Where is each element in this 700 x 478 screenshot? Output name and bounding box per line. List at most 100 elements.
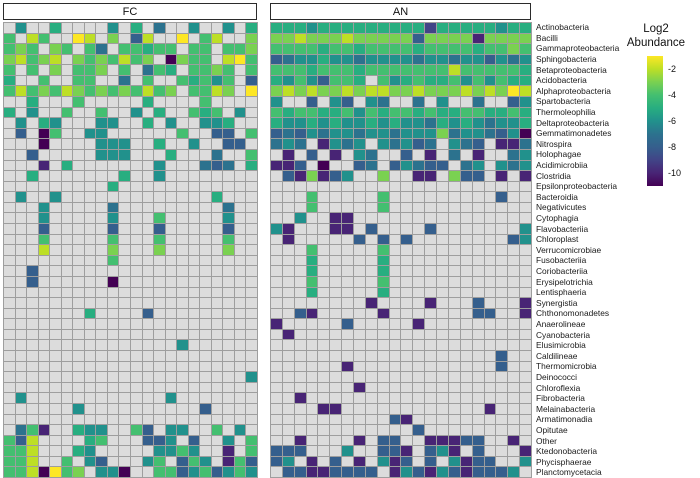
heatmap-cell — [223, 160, 234, 171]
heatmap-cell — [306, 340, 318, 351]
heatmap-cell — [177, 149, 188, 160]
heatmap-cell — [460, 65, 472, 75]
heatmap-cell — [211, 361, 223, 372]
heatmap-cell — [142, 372, 154, 382]
heatmap-cell — [437, 393, 448, 403]
heatmap-cell — [508, 245, 520, 255]
heatmap-cell — [84, 393, 96, 403]
heatmap-cell — [520, 276, 531, 287]
heatmap-cell — [484, 382, 496, 393]
heatmap-cell — [365, 425, 377, 435]
heatmap-cell — [448, 276, 460, 287]
heatmap-cell — [365, 171, 377, 181]
heatmap-cell — [15, 139, 27, 149]
heatmap-cell — [27, 234, 38, 245]
heatmap-cell — [38, 33, 50, 44]
heatmap-cell — [425, 425, 437, 435]
heatmap-cell — [472, 403, 484, 414]
heatmap-cell — [119, 308, 130, 319]
heatmap-cell — [377, 202, 389, 213]
heatmap-cell — [73, 86, 84, 97]
heatmap-cell — [282, 86, 294, 97]
heatmap-cell — [211, 393, 223, 403]
heatmap-cell — [389, 160, 401, 171]
heatmap-cell — [413, 287, 425, 298]
heatmap-cell — [27, 192, 38, 202]
heatmap-cell — [472, 361, 484, 372]
heatmap-cell — [318, 224, 330, 234]
heatmap-cell — [520, 255, 531, 266]
heatmap-cell — [73, 446, 84, 456]
heatmap-cell — [318, 54, 330, 65]
heatmap-cell — [448, 139, 460, 149]
heatmap-cell — [61, 107, 73, 118]
heatmap-cell — [508, 44, 520, 54]
heatmap-cell — [200, 446, 211, 456]
heatmap-cell — [107, 351, 119, 361]
heatmap-cell — [448, 245, 460, 255]
heatmap-cell — [425, 329, 437, 340]
heatmap-cell — [188, 414, 200, 425]
heatmap-cell — [271, 139, 282, 149]
heatmap-cell — [330, 393, 342, 403]
heatmap-cell — [234, 224, 246, 234]
heatmap-cell — [377, 65, 389, 75]
heatmap-cell — [472, 329, 484, 340]
heatmap-cell — [282, 75, 294, 86]
heatmap-cell — [460, 245, 472, 255]
heatmap-cell — [84, 382, 96, 393]
heatmap-cell — [38, 23, 50, 33]
heatmap-cell — [142, 86, 154, 97]
heatmap-cell — [223, 329, 234, 340]
heatmap-cell — [188, 403, 200, 414]
heatmap-cell — [211, 171, 223, 181]
heatmap-cell — [413, 86, 425, 97]
heatmap-cell — [271, 171, 282, 181]
heatmap-cell — [330, 446, 342, 456]
heatmap-cell — [401, 160, 413, 171]
heatmap-cell — [342, 393, 354, 403]
heatmap-cell — [177, 118, 188, 128]
heatmap-cell — [282, 393, 294, 403]
heatmap-cell — [188, 54, 200, 65]
heatmap-cell — [282, 329, 294, 340]
heatmap-cell — [188, 245, 200, 255]
heatmap-cell — [306, 65, 318, 75]
heatmap-cell — [460, 234, 472, 245]
heatmap-cell — [38, 351, 50, 361]
heatmap-cell — [154, 118, 165, 128]
row-label: Elusimicrobia — [536, 340, 586, 351]
heatmap-cell — [131, 54, 142, 65]
heatmap-cell — [282, 97, 294, 107]
heatmap-cell — [200, 245, 211, 255]
heatmap-cell — [27, 329, 38, 340]
heatmap-cell — [188, 298, 200, 308]
heatmap-cell — [306, 361, 318, 372]
heatmap-cell — [520, 118, 531, 128]
heatmap-cell — [496, 33, 508, 44]
heatmap-cell — [365, 128, 377, 139]
heatmap-cell — [165, 382, 177, 393]
heatmap-cell — [401, 298, 413, 308]
heatmap-cell — [38, 245, 50, 255]
heatmap-cell — [496, 107, 508, 118]
heatmap-cell — [119, 456, 130, 467]
heatmap-cell — [73, 65, 84, 75]
heatmap-cell — [50, 65, 61, 75]
heatmap-cell — [389, 266, 401, 276]
heatmap-cell — [306, 425, 318, 435]
heatmap-cell — [472, 171, 484, 181]
heatmap-cell — [318, 202, 330, 213]
heatmap-cell — [246, 255, 257, 266]
heatmap-cell — [165, 23, 177, 33]
heatmap-cell — [425, 245, 437, 255]
heatmap-cell — [200, 287, 211, 298]
heatmap-cell — [119, 160, 130, 171]
heatmap-cell — [15, 202, 27, 213]
heatmap-cell — [448, 351, 460, 361]
heatmap-cell — [342, 414, 354, 425]
row-label: Gemmatimonadetes — [536, 128, 612, 139]
heatmap-cell — [330, 171, 342, 181]
heatmap-cell — [448, 255, 460, 266]
panel-header-an: AN — [270, 3, 531, 20]
